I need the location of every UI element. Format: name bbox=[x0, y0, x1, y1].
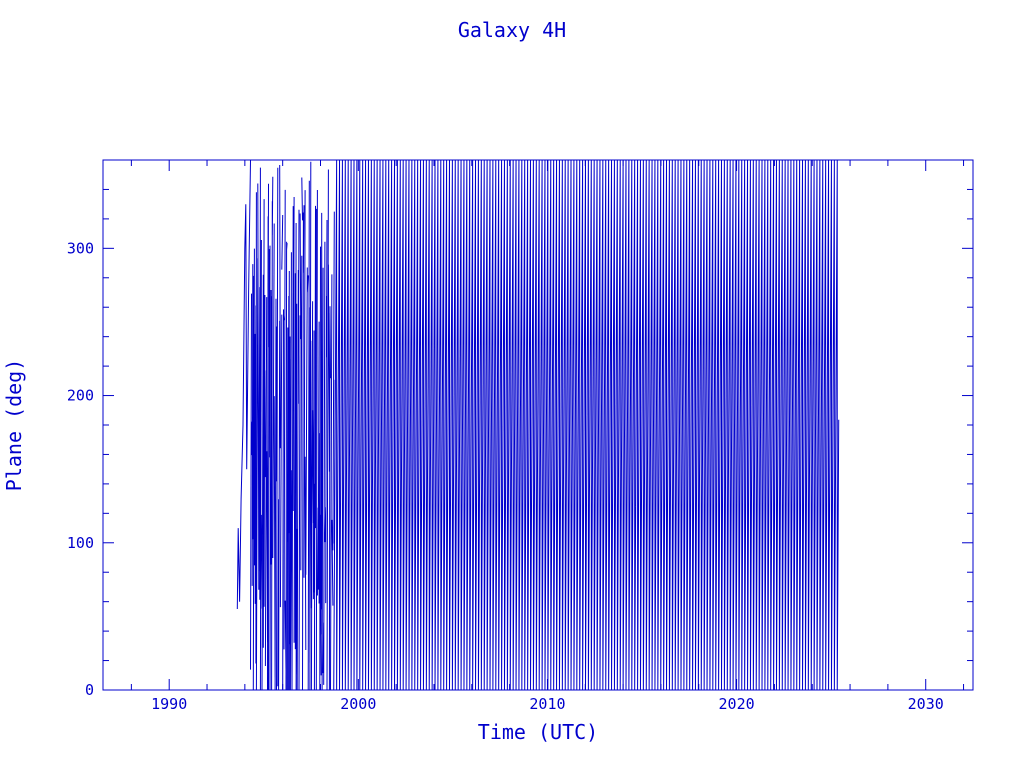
chart-title: Galaxy 4H bbox=[458, 18, 566, 42]
y-tick-label: 100 bbox=[67, 534, 94, 552]
y-tick-label: 200 bbox=[67, 387, 94, 405]
y-axis-label: Plane (deg) bbox=[2, 359, 26, 491]
x-tick-label: 2000 bbox=[340, 695, 376, 713]
x-tick-label: 1990 bbox=[151, 695, 187, 713]
plot-data bbox=[236, 159, 840, 691]
x-axis-label: Time (UTC) bbox=[478, 720, 598, 744]
data-series-line bbox=[333, 159, 840, 691]
x-tick-label: 2010 bbox=[529, 695, 565, 713]
x-tick-label: 2030 bbox=[908, 695, 944, 713]
y-tick-label: 0 bbox=[85, 681, 94, 699]
data-series-line bbox=[236, 159, 251, 610]
x-tick-label: 2020 bbox=[719, 695, 755, 713]
y-axis: 0 100 200 300 bbox=[67, 159, 973, 699]
x-axis: 1990 2000 2010 2020 2030 bbox=[130, 160, 965, 713]
y-tick-label: 300 bbox=[67, 239, 94, 257]
data-series-line bbox=[250, 161, 336, 691]
